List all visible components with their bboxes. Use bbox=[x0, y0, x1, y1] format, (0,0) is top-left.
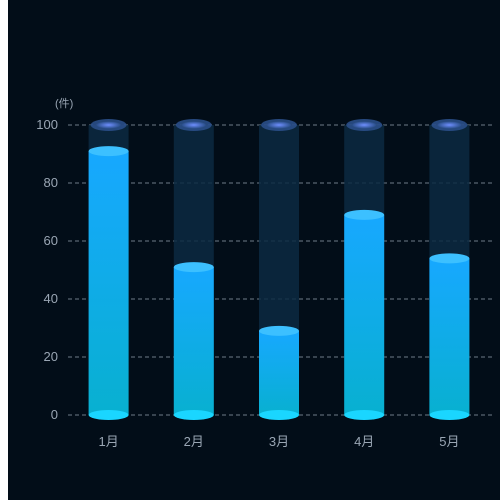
chart-panel: (件) 0 20 40 60 80 100 1月 2月 3月 4月 5月 bbox=[8, 0, 500, 500]
bar-base bbox=[344, 410, 385, 420]
y-axis-ticks: 0 20 40 60 80 100 bbox=[36, 117, 58, 422]
bar bbox=[88, 151, 129, 415]
bar-cap bbox=[88, 146, 129, 157]
bar-cap bbox=[259, 325, 299, 336]
y-tick-label: 20 bbox=[44, 349, 58, 364]
background-bar-cap-glow bbox=[267, 121, 291, 129]
bar-base bbox=[173, 410, 214, 420]
bar-base bbox=[88, 410, 129, 420]
bar bbox=[429, 258, 470, 415]
x-tick-label: 3月 bbox=[269, 434, 289, 449]
bar bbox=[173, 267, 214, 415]
x-axis-ticks: 1月 2月 3月 4月 5月 bbox=[98, 434, 459, 449]
x-tick-label: 5月 bbox=[439, 434, 459, 449]
y-tick-label: 40 bbox=[44, 291, 58, 306]
bar bbox=[344, 214, 385, 415]
y-tick-label: 80 bbox=[44, 175, 58, 190]
y-tick-label: 100 bbox=[36, 117, 58, 132]
background-bar-cap-glow bbox=[181, 121, 206, 129]
bar bbox=[259, 330, 299, 415]
bar-cap bbox=[429, 253, 470, 264]
bar-base bbox=[429, 410, 470, 420]
background-bar-cap-glow bbox=[437, 121, 462, 129]
data-bars bbox=[88, 146, 470, 420]
background-bar-cap-glow bbox=[96, 121, 121, 129]
bar-cap bbox=[173, 262, 214, 273]
y-axis-unit-label: (件) bbox=[55, 97, 73, 110]
bar-cap bbox=[344, 209, 385, 220]
background-bar-cap-glow bbox=[352, 121, 377, 129]
x-tick-label: 1月 bbox=[98, 434, 118, 449]
x-tick-label: 2月 bbox=[184, 434, 204, 449]
y-tick-label: 60 bbox=[44, 233, 58, 248]
bar-base bbox=[259, 410, 299, 420]
bar-chart: (件) 0 20 40 60 80 100 1月 2月 3月 4月 5月 bbox=[36, 97, 492, 449]
x-tick-label: 4月 bbox=[354, 434, 374, 449]
y-tick-label: 0 bbox=[51, 407, 58, 422]
